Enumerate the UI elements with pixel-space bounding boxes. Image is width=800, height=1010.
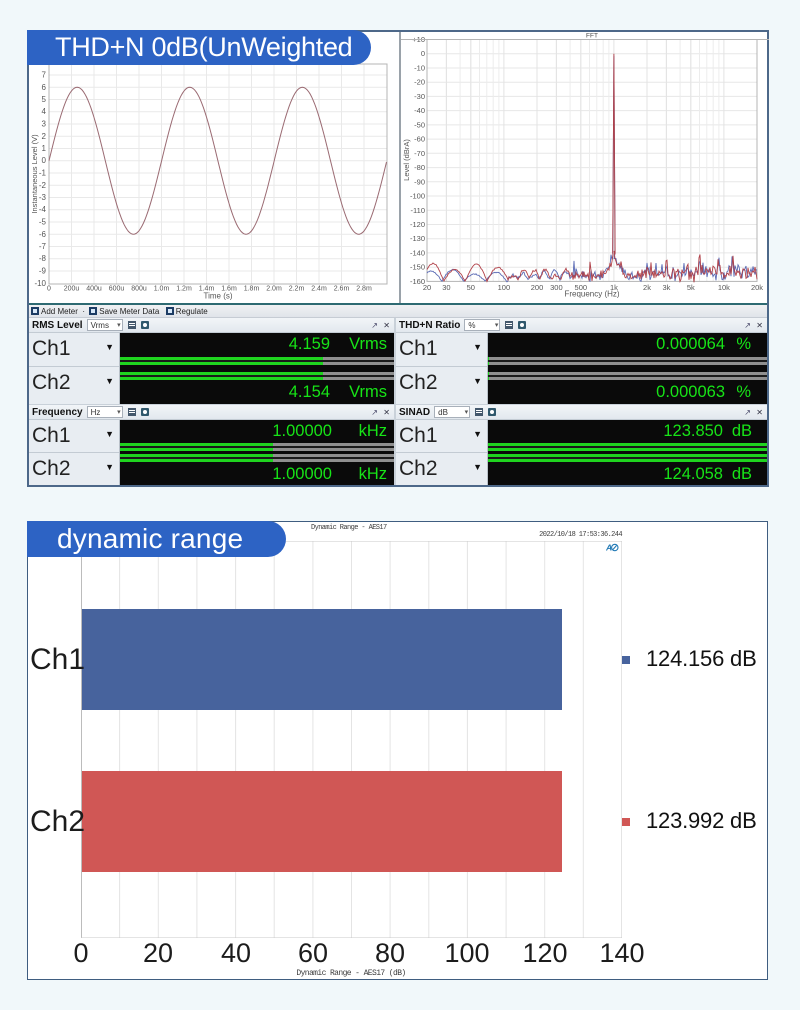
svg-text:50: 50 bbox=[467, 283, 475, 292]
svg-text:FFT: FFT bbox=[586, 33, 598, 40]
svg-text:2.4m: 2.4m bbox=[311, 286, 327, 293]
svg-text:5: 5 bbox=[42, 95, 47, 104]
svg-text:3k: 3k bbox=[662, 283, 670, 292]
svg-text:1.0m: 1.0m bbox=[154, 286, 170, 293]
svg-text:-7: -7 bbox=[39, 242, 47, 251]
svg-text:1: 1 bbox=[42, 144, 47, 153]
svg-text:-9: -9 bbox=[39, 267, 47, 276]
svg-text:-2: -2 bbox=[39, 181, 47, 190]
svg-text:-80: -80 bbox=[414, 163, 425, 172]
svg-text:Time (s): Time (s) bbox=[203, 292, 232, 301]
svg-text:2.2m: 2.2m bbox=[289, 286, 305, 293]
svg-text:200u: 200u bbox=[64, 286, 80, 293]
svg-text:Frequency (Hz): Frequency (Hz) bbox=[564, 290, 619, 299]
svg-text:20: 20 bbox=[423, 283, 431, 292]
svg-text:A: A bbox=[606, 543, 612, 552]
svg-text:30: 30 bbox=[442, 283, 450, 292]
svg-text:-20: -20 bbox=[414, 78, 425, 87]
svg-text:2.0m: 2.0m bbox=[266, 286, 282, 293]
svg-text:800u: 800u bbox=[131, 286, 147, 293]
svg-text:4: 4 bbox=[42, 107, 47, 116]
svg-text:0: 0 bbox=[47, 286, 51, 293]
svg-text:-30: -30 bbox=[414, 92, 425, 101]
svg-text:20k: 20k bbox=[751, 283, 763, 292]
svg-text:-70: -70 bbox=[414, 149, 425, 158]
svg-text:0: 0 bbox=[421, 49, 425, 58]
svg-text:-130: -130 bbox=[410, 234, 425, 243]
svg-text:400u: 400u bbox=[86, 286, 102, 293]
svg-text:10k: 10k bbox=[718, 283, 730, 292]
svg-text:-3: -3 bbox=[39, 193, 47, 202]
svg-text:1k: 1k bbox=[610, 283, 618, 292]
svg-text:-1: -1 bbox=[39, 169, 47, 178]
svg-text:6: 6 bbox=[42, 83, 47, 92]
svg-text:200: 200 bbox=[531, 283, 544, 292]
svg-text:-110: -110 bbox=[411, 206, 425, 215]
svg-text:2.6m: 2.6m bbox=[334, 286, 350, 293]
svg-text:100: 100 bbox=[498, 283, 511, 292]
svg-text:1.2m: 1.2m bbox=[176, 286, 192, 293]
svg-text:-150: -150 bbox=[410, 263, 425, 272]
svg-text:2k: 2k bbox=[643, 283, 651, 292]
svg-text:-100: -100 bbox=[410, 192, 425, 201]
svg-text:Level (dBrA): Level (dBrA) bbox=[402, 139, 411, 181]
svg-text:-5: -5 bbox=[39, 218, 47, 227]
svg-text:-140: -140 bbox=[410, 248, 425, 257]
svg-text:3: 3 bbox=[42, 120, 47, 129]
svg-text:-60: -60 bbox=[414, 135, 425, 144]
svg-text:600u: 600u bbox=[109, 286, 125, 293]
svg-text:-10: -10 bbox=[34, 279, 46, 288]
svg-text:-40: -40 bbox=[414, 106, 425, 115]
svg-text:-50: -50 bbox=[414, 120, 425, 129]
svg-text:2: 2 bbox=[42, 132, 47, 141]
svg-text:-6: -6 bbox=[39, 230, 47, 239]
svg-text:-160: -160 bbox=[410, 277, 425, 286]
svg-text:0: 0 bbox=[42, 156, 47, 165]
svg-text:-8: -8 bbox=[39, 254, 47, 263]
svg-text:2.8m: 2.8m bbox=[356, 286, 372, 293]
svg-text:-90: -90 bbox=[414, 177, 425, 186]
svg-text:500: 500 bbox=[575, 283, 588, 292]
svg-text:5k: 5k bbox=[687, 283, 695, 292]
svg-text:Instantaneous Level (V): Instantaneous Level (V) bbox=[30, 134, 39, 214]
svg-text:-10: -10 bbox=[414, 64, 425, 73]
svg-text:7: 7 bbox=[42, 71, 47, 80]
svg-text:1.8m: 1.8m bbox=[244, 286, 260, 293]
svg-text:-120: -120 bbox=[410, 220, 425, 229]
svg-text:1.4m: 1.4m bbox=[199, 286, 215, 293]
svg-text:300: 300 bbox=[550, 283, 563, 292]
svg-text:-4: -4 bbox=[39, 205, 47, 214]
svg-text:1.6m: 1.6m bbox=[221, 286, 237, 293]
